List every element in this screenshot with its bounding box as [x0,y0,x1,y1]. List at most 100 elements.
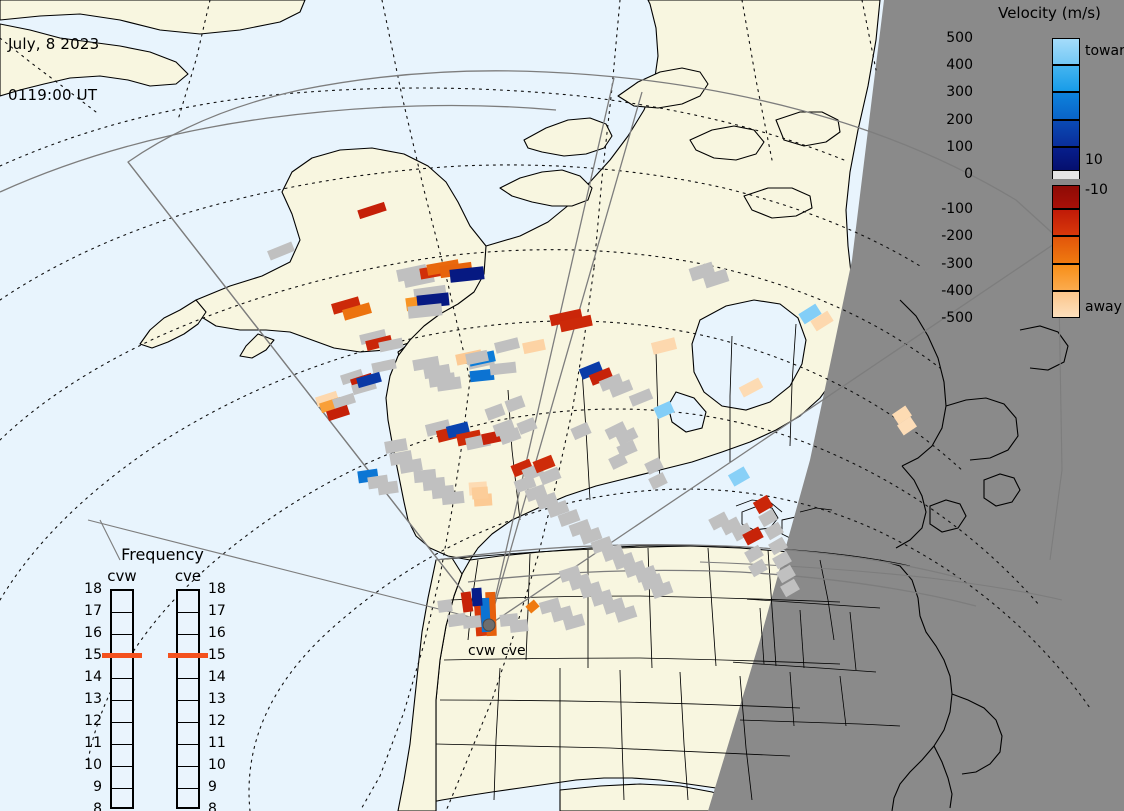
frequency-segment [112,723,132,745]
ground-scatter-cell [614,605,638,623]
frequency-tick-label: 11 [208,735,226,751]
frequency-column-label-cvw: cvw [107,567,137,585]
velocity-band [1052,146,1080,172]
frequency-segment [178,591,198,613]
ground-scatter-cell [378,337,404,353]
frequency-marker-cve [168,653,208,658]
velocity-cell [738,377,764,398]
velocity-cell [653,400,675,420]
geomagnetic-grid [0,0,1091,811]
radar-field-of-view [0,70,1063,626]
frequency-legend: Frequency cvw cve 18 18 17 17 16 16 15 15 14 14 13 13… [80,545,245,811]
ground-scatter-cell [748,558,768,578]
velocity-plus-threshold-label: 10 [1085,152,1103,169]
ground-scatter-cell [399,458,423,474]
velocity-band [1052,119,1080,147]
ground-scatter-cell [535,491,559,511]
velocity-cell [471,486,489,500]
velocity-cell [331,296,361,315]
frequency-segment [112,767,132,789]
frequency-segment [112,789,132,811]
frequency-column-label-cve: cve [174,567,202,585]
frequency-tick-label: 12 [84,713,102,729]
velocity-cell [469,368,495,383]
velocity-tick-label: -100 [941,201,973,218]
radar-site-marker[interactable] [482,618,496,632]
velocity-cell [892,405,912,425]
ground-scatter-cell [339,368,365,386]
ground-scatter-cell [494,337,520,354]
velocity-colorbar[interactable] [1052,38,1080,318]
velocity-cell [798,303,822,325]
velocity-cell [578,361,604,380]
ground-scatter-cell [436,376,462,392]
velocity-cell [342,302,372,321]
radar-label-cvw[interactable]: cvw [468,643,496,659]
ground-scatter-cell [634,564,658,584]
frequency-tick-label: 16 [84,625,102,641]
velocity-cell [357,201,387,220]
frequency-segment [112,613,132,635]
frequency-tick-label: 10 [208,757,226,773]
ground-scatter-cell [462,615,482,629]
ground-scatter-cell [758,508,778,528]
ground-scatter-cell [377,480,399,496]
ground-scatter-cell [516,417,538,435]
ground-scatter-cell [492,418,516,438]
frequency-tick-label: 17 [84,603,102,619]
velocity-band [1052,209,1080,237]
ground-scatter-cell [557,508,581,528]
velocity-cell [727,466,751,487]
velocity-cell [588,367,614,386]
frequency-marker-cvw [102,653,142,658]
frequency-segment [178,767,198,789]
ground-scatter-cell [570,421,592,441]
frequency-segment [178,745,198,767]
velocity-legend: Velocity (m/s) 500 400 300 200 100 0 -100 -200 -… [941,0,1124,340]
frequency-tick-label: 14 [84,669,102,685]
radar-label-cve[interactable]: cve [501,643,526,659]
ground-scatter-cell [371,358,397,374]
ground-scatter-cell [407,303,443,319]
ground-scatter-cell [509,619,529,633]
timestamp-label: July, 8 2023 0119:00 UT [8,2,99,138]
ground-scatter-cell [688,261,716,282]
velocity-tick-label: 0 [964,166,973,182]
velocity-cell [356,371,382,389]
velocity-tick-label: -400 [941,282,973,299]
ground-scatter-cell [524,483,548,503]
frequency-segment [178,679,198,701]
velocity-cell [810,310,834,332]
ground-scatter-cell [604,421,628,440]
velocity-tick-label: 300 [946,84,973,101]
velocity-cell [650,337,678,355]
velocity-cell [449,266,485,283]
frequency-segment [112,591,132,613]
night-side-outlines [700,299,1069,811]
frequency-tick-label: 18 [84,581,102,597]
velocity-cell [532,454,556,474]
velocity-minus-threshold-label: -10 [1085,182,1108,199]
velocity-tick-label: -200 [941,228,973,245]
frequency-tick-label: 8 [208,801,217,811]
ground-scatter-cell [768,536,788,556]
ground-scatter-cell [708,511,730,531]
ground-scatter-cell [437,599,453,613]
frequency-segment [112,679,132,701]
frequency-bar-cve[interactable] [176,589,200,809]
frequency-bar-cvw[interactable] [110,589,134,809]
velocity-cell [460,591,474,613]
day-night-terminator [708,0,1124,811]
velocity-tick-label: 400 [946,57,973,74]
ground-scatter-cell [623,559,647,579]
ground-scatter-cell [598,373,624,392]
ground-scatter-cell [776,564,796,584]
ground-scatter-cell [331,392,357,410]
ground-scatter-cell [628,388,654,407]
ground-scatter-cell [608,379,634,398]
ground-scatter-cell [731,522,753,542]
frequency-tick-label: 8 [93,801,102,811]
frequency-tick-label: 9 [208,779,217,795]
